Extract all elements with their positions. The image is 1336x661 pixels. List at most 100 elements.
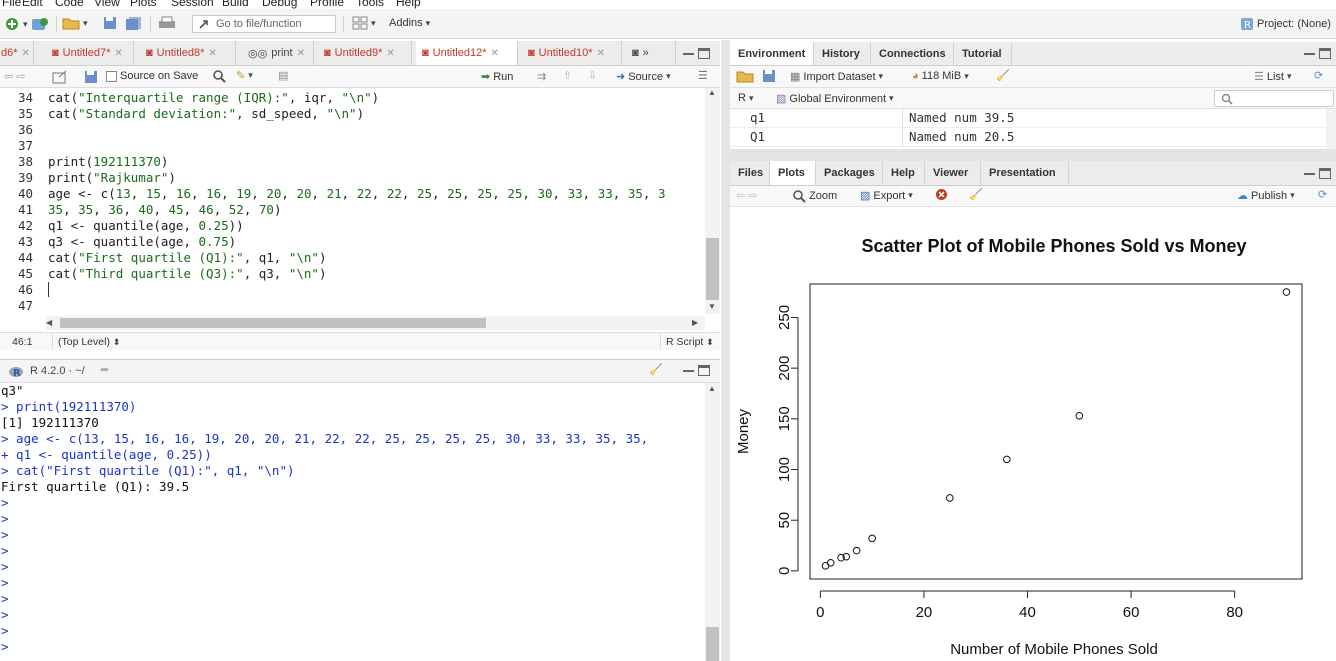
tab-untitled8[interactable]: ◙ Untitled8* ✕ (140, 41, 236, 65)
clear-workspace-button[interactable]: 🧹 (996, 69, 1010, 82)
environment-scope-menu[interactable]: ▧ Global Environment ▾ (776, 92, 894, 106)
tab-tutorial[interactable]: Tutorial (954, 42, 1012, 65)
go-to-directory-icon[interactable]: ➦ (100, 364, 110, 376)
minimize-icon[interactable] (683, 369, 694, 372)
env-scrollbar[interactable] (1326, 109, 1336, 149)
tab-untitled10[interactable]: ◙ Untitled10* ✕ (522, 41, 622, 65)
remove-plot-button[interactable] (935, 188, 948, 201)
menu-plots[interactable]: Plots (130, 0, 157, 9)
close-icon[interactable]: ✕ (386, 47, 395, 59)
scroll-up-icon[interactable]: ▲ (708, 88, 716, 97)
tab-packages[interactable]: Packages (816, 161, 883, 185)
clear-console-icon[interactable]: 🧹 (649, 364, 663, 376)
env-search-input[interactable] (1214, 90, 1334, 107)
menu-code[interactable]: Code (55, 0, 84, 9)
tab-untitled12[interactable]: ◙ Untitled12* ✕ (416, 41, 518, 65)
minimize-icon[interactable] (1304, 172, 1315, 175)
import-dataset-button[interactable]: ▦ Import Dataset ▾ (790, 70, 884, 84)
checkbox[interactable] (106, 70, 117, 82)
run-button[interactable]: ➡ Run (481, 70, 513, 84)
memory-usage-button[interactable]: ◕ 118 MiB ▾ (912, 70, 969, 82)
prev-section-button[interactable]: ⇧ (563, 69, 572, 82)
env-row[interactable]: q1 Named num 39.5 (730, 109, 1326, 128)
menu-build[interactable]: Build (222, 0, 249, 9)
rerun-button[interactable]: ⇉ (537, 70, 546, 83)
code-tools-button[interactable]: ✎ ▾ (236, 70, 253, 82)
close-icon[interactable]: ✕ (296, 47, 305, 59)
save-workspace-button[interactable] (762, 69, 776, 83)
source-on-save-toggle[interactable]: Source on Save (106, 70, 198, 82)
editor-horizontal-scrollbar[interactable]: ◀ ▶ (46, 316, 705, 330)
menu-file[interactable]: File (2, 0, 22, 9)
close-icon[interactable]: ✕ (21, 47, 30, 59)
more-tabs-button[interactable]: ◙» (626, 41, 676, 65)
new-file-button[interactable]: ▾ (4, 16, 28, 32)
clear-plots-button[interactable]: 🧹 (969, 188, 983, 201)
scroll-thumb[interactable] (706, 627, 719, 661)
save-button[interactable] (103, 16, 117, 30)
menu-session[interactable]: Session (171, 0, 214, 9)
export-button[interactable]: ▨ Export ▾ (860, 189, 913, 203)
scroll-thumb[interactable] (706, 238, 719, 300)
refresh-button[interactable]: ⟳ (1314, 69, 1323, 82)
close-icon[interactable]: ✕ (114, 47, 123, 59)
save-all-button[interactable] (125, 16, 143, 30)
pane-splitter[interactable] (721, 40, 730, 661)
source-button[interactable]: ➜ Source ▾ (616, 70, 671, 84)
tab-untitled7[interactable]: ◙ Untitled7* ✕ (46, 41, 134, 65)
goto-file-input[interactable]: Go to file/function (192, 15, 336, 33)
refresh-plot-button[interactable]: ⟳ (1318, 188, 1327, 201)
language-menu[interactable]: R ▾ (738, 92, 754, 104)
maximize-icon[interactable] (698, 48, 710, 59)
menu-tools[interactable]: Tools (356, 0, 385, 9)
show-in-window-button[interactable] (52, 70, 68, 84)
menu-debug[interactable]: Debug (262, 0, 298, 9)
scroll-down-icon[interactable]: ▼ (708, 302, 716, 311)
console-output[interactable]: q3" > print(192111370) [1] 192111370 > age … (0, 383, 704, 661)
load-workspace-button[interactable] (736, 69, 754, 83)
scroll-thumb[interactable] (60, 318, 486, 328)
menu-edit[interactable]: Edit (22, 0, 43, 9)
project-menu[interactable]: R Project: (None) (1240, 17, 1331, 31)
grid-layout-button[interactable]: ▾ (352, 16, 376, 30)
tab-connections[interactable]: Connections (871, 42, 954, 65)
tab-files[interactable]: Files (730, 161, 770, 185)
close-icon[interactable]: ✕ (490, 47, 499, 59)
close-icon[interactable]: ✕ (208, 47, 217, 59)
tab-untitled9[interactable]: ◙ Untitled9* ✕ (318, 41, 412, 65)
file-type-menu[interactable]: R Script ⬍ (666, 336, 714, 348)
back-button[interactable]: ⇦ ⇨ (4, 70, 25, 83)
find-button[interactable] (212, 69, 226, 83)
maximize-icon[interactable] (1319, 168, 1331, 179)
plot-nav-buttons[interactable]: ⇦ ⇨ (736, 189, 757, 202)
menu-help[interactable]: Help (396, 0, 421, 9)
tab-history[interactable]: History (814, 42, 871, 65)
tab-print[interactable]: ◎◎ print ✕ (242, 41, 314, 65)
view-mode-menu[interactable]: ☰ List ▾ (1254, 70, 1292, 84)
print-button[interactable] (158, 16, 176, 30)
maximize-icon[interactable] (698, 365, 710, 376)
scroll-up-icon[interactable]: ▲ (708, 384, 716, 393)
tab-viewer[interactable]: Viewer (925, 161, 981, 185)
tab-plots[interactable]: Plots (770, 161, 816, 185)
tab-d6[interactable]: d6* ✕ (0, 41, 34, 65)
minimize-icon[interactable] (683, 52, 694, 55)
env-row[interactable]: Q1 Named num 20.5 (730, 128, 1326, 147)
compile-report-button[interactable]: ▤ (278, 69, 288, 82)
minimize-icon[interactable] (1304, 52, 1315, 55)
next-section-button[interactable]: ⇩ (588, 69, 597, 82)
menu-view[interactable]: View (94, 0, 120, 9)
publish-button[interactable]: ☁ Publish ▾ (1237, 189, 1295, 203)
menu-profile[interactable]: Profile (310, 0, 345, 9)
save-file-button[interactable] (84, 70, 98, 84)
maximize-icon[interactable] (1319, 48, 1331, 59)
open-file-button[interactable]: ▾ (62, 16, 88, 30)
editor-vertical-scrollbar[interactable]: ▲ ▼ (705, 88, 720, 314)
console-vertical-scrollbar[interactable]: ▲ (705, 383, 720, 661)
outline-button[interactable]: ☰ (698, 69, 708, 82)
scope-menu[interactable]: (Top Level) ⬍ (58, 336, 121, 348)
close-icon[interactable]: ✕ (596, 47, 605, 59)
tab-environment[interactable]: Environment (730, 42, 814, 65)
zoom-button[interactable]: Zoom (792, 189, 837, 203)
code-editor[interactable]: 34 35 36 37 38 39 40 41 42 43 44 45 46 47 cat("Interq… (0, 88, 720, 332)
